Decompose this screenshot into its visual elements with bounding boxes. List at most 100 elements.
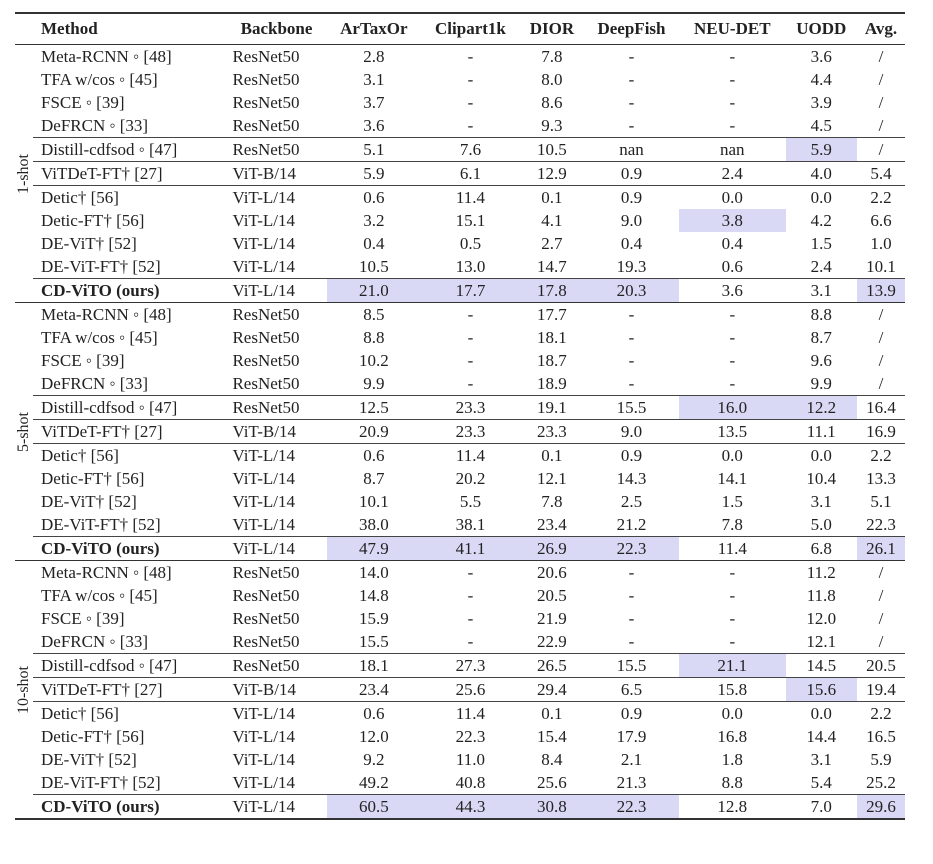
value-cell: 19.1 bbox=[519, 395, 584, 420]
value-cell: 3.1 bbox=[810, 749, 832, 769]
value-cell: 23.4 bbox=[326, 677, 421, 702]
table-row: FSCE ◦ [39] ResNet50 15.9 - 21.9 - - 12.0 / bbox=[15, 607, 905, 630]
value-cell: - bbox=[729, 115, 736, 135]
table-row: CD-ViTO (ours) ViT-L/14 47.9 41.1 26.9 22.3 11… bbox=[15, 536, 905, 561]
value-cell: 9.3 bbox=[541, 115, 563, 135]
value-cell: - bbox=[628, 327, 635, 347]
value-cell: 10.5 bbox=[358, 256, 389, 276]
value-cell: 9.0 bbox=[583, 419, 680, 444]
backbone-cell: ResNet50 bbox=[232, 304, 300, 324]
backbone-cell: ViT-L/14 bbox=[232, 514, 296, 534]
value-cell: 2.8 bbox=[363, 46, 385, 66]
method-cell: DeFRCN ◦ [33] bbox=[41, 115, 149, 135]
table-row: Detic-FT† [56] ViT-L/14 12.0 22.3 15.4 17.9 16… bbox=[15, 725, 905, 748]
value-cell: 13.0 bbox=[455, 256, 486, 276]
backbone-cell: ResNet50 bbox=[232, 631, 300, 651]
value-cell: 9.9 bbox=[810, 373, 832, 393]
value-cell: 10.1 bbox=[358, 491, 389, 511]
value-cell: - bbox=[628, 304, 635, 324]
value-cell: 6.6 bbox=[870, 210, 892, 230]
value-cell: 26.5 bbox=[519, 653, 584, 678]
value-cell: 9.2 bbox=[363, 749, 385, 769]
value-cell: 6.1 bbox=[420, 161, 520, 186]
value-cell: 14.7 bbox=[537, 256, 567, 276]
value-cell: / bbox=[878, 608, 884, 628]
value-cell: 2.1 bbox=[620, 749, 643, 769]
value-cell: 5.5 bbox=[459, 491, 482, 511]
value-cell: 17.7 bbox=[420, 278, 520, 303]
method-cell: DE-ViT-FT† [52] bbox=[41, 772, 161, 792]
backbone-cell: ViT-L/14 bbox=[232, 210, 296, 230]
value-cell: / bbox=[878, 373, 884, 393]
table-row: Detic† [56] ViT-L/14 0.6 11.4 0.1 0.9 0.0 0.0 2.… bbox=[15, 443, 905, 467]
value-cell: 25.2 bbox=[866, 772, 896, 792]
value-cell: 15.6 bbox=[785, 677, 857, 702]
group-header bbox=[15, 13, 33, 45]
group-label: 5-shot bbox=[15, 411, 32, 452]
value-cell: 3.6 bbox=[810, 46, 832, 66]
value-cell: 15.5 bbox=[583, 395, 680, 420]
value-cell: 13.5 bbox=[679, 419, 786, 444]
value-cell: 0.0 bbox=[785, 701, 857, 725]
value-cell: 21.9 bbox=[537, 608, 567, 628]
value-cell: - bbox=[467, 585, 474, 605]
value-cell: 16.8 bbox=[717, 726, 748, 746]
header-cell: NEU-DET bbox=[679, 13, 786, 45]
backbone-cell: ViT-B/14 bbox=[226, 677, 327, 702]
method-cell: DE-ViT† [52] bbox=[41, 491, 137, 511]
value-cell: 8.8 bbox=[363, 327, 385, 347]
value-cell: 4.4 bbox=[810, 69, 832, 89]
value-cell: 11.2 bbox=[806, 562, 836, 582]
value-cell: 17.8 bbox=[519, 278, 584, 303]
value-cell: - bbox=[628, 92, 635, 112]
method-cell: ViTDeT-FT† [27] bbox=[33, 161, 227, 186]
method-cell: CD-ViTO (ours) bbox=[33, 278, 227, 303]
table-row: ViTDeT-FT† [27] ViT-B/14 23.4 25.6 29.4 6.5 15… bbox=[15, 677, 905, 702]
value-cell: 15.5 bbox=[583, 653, 680, 678]
value-cell: 1.8 bbox=[721, 749, 743, 769]
value-cell: - bbox=[467, 562, 474, 582]
backbone-cell: ViT-L/14 bbox=[232, 772, 296, 792]
table-row: ViTDeT-FT† [27] ViT-B/14 5.9 6.1 12.9 0.9 2.4 4… bbox=[15, 161, 905, 186]
value-cell: - bbox=[467, 608, 474, 628]
backbone-cell: ViT-L/14 bbox=[226, 443, 327, 467]
value-cell: - bbox=[467, 350, 474, 370]
value-cell: - bbox=[467, 373, 474, 393]
table-row: DE-ViT† [52] ViT-L/14 10.1 5.5 7.8 2.5 1.5 3.1 5… bbox=[15, 490, 905, 513]
value-cell: 15.9 bbox=[358, 608, 389, 628]
value-cell: 7.8 bbox=[721, 514, 743, 534]
value-cell: 0.1 bbox=[519, 443, 584, 467]
backbone-cell: ResNet50 bbox=[232, 350, 300, 370]
method-cell: Meta-RCNN ◦ [48] bbox=[41, 304, 172, 324]
value-cell: - bbox=[729, 585, 736, 605]
value-cell: nan bbox=[583, 137, 680, 162]
value-cell: 10.4 bbox=[806, 468, 837, 488]
table-row: 10-shot Meta-RCNN ◦ [48] ResNet50 14.0 - 20.6… bbox=[15, 560, 905, 820]
value-cell: 0.9 bbox=[583, 701, 680, 725]
value-cell: 20.2 bbox=[455, 468, 486, 488]
value-cell: / bbox=[878, 69, 884, 89]
value-cell: 14.4 bbox=[806, 726, 837, 746]
value-cell: - bbox=[467, 327, 474, 347]
backbone-cell: ResNet50 bbox=[226, 653, 327, 678]
method-cell: ViTDeT-FT† [27] bbox=[33, 419, 227, 444]
table-row: 1-shot Meta-RCNN ◦ [48] ResNet50 2.8 - 7.8 - - 3… bbox=[15, 44, 905, 303]
value-cell: - bbox=[729, 631, 736, 651]
results-table: Method Backbone ArTaxOr Clipart1k DIOR DeepFi… bbox=[15, 12, 905, 820]
value-cell: 7.8 bbox=[541, 46, 563, 66]
method-cell: FSCE ◦ [39] bbox=[41, 92, 125, 112]
value-cell: 7.0 bbox=[785, 794, 857, 820]
value-cell: 23.3 bbox=[420, 395, 520, 420]
value-cell: 3.1 bbox=[785, 278, 857, 303]
table-row: DeFRCN ◦ [33] ResNet50 3.6 - 9.3 - - 4.5 / bbox=[15, 114, 905, 138]
value-cell: 20.3 bbox=[583, 278, 680, 303]
value-cell: 0.6 bbox=[326, 701, 421, 725]
value-cell: 2.2 bbox=[856, 443, 905, 467]
value-cell: 8.5 bbox=[363, 304, 385, 324]
backbone-cell: ResNet50 bbox=[232, 46, 300, 66]
value-cell: - bbox=[628, 585, 635, 605]
value-cell: 25.6 bbox=[420, 677, 520, 702]
backbone-cell: ResNet50 bbox=[232, 562, 300, 582]
value-cell: 8.8 bbox=[810, 304, 832, 324]
value-cell: - bbox=[729, 373, 736, 393]
